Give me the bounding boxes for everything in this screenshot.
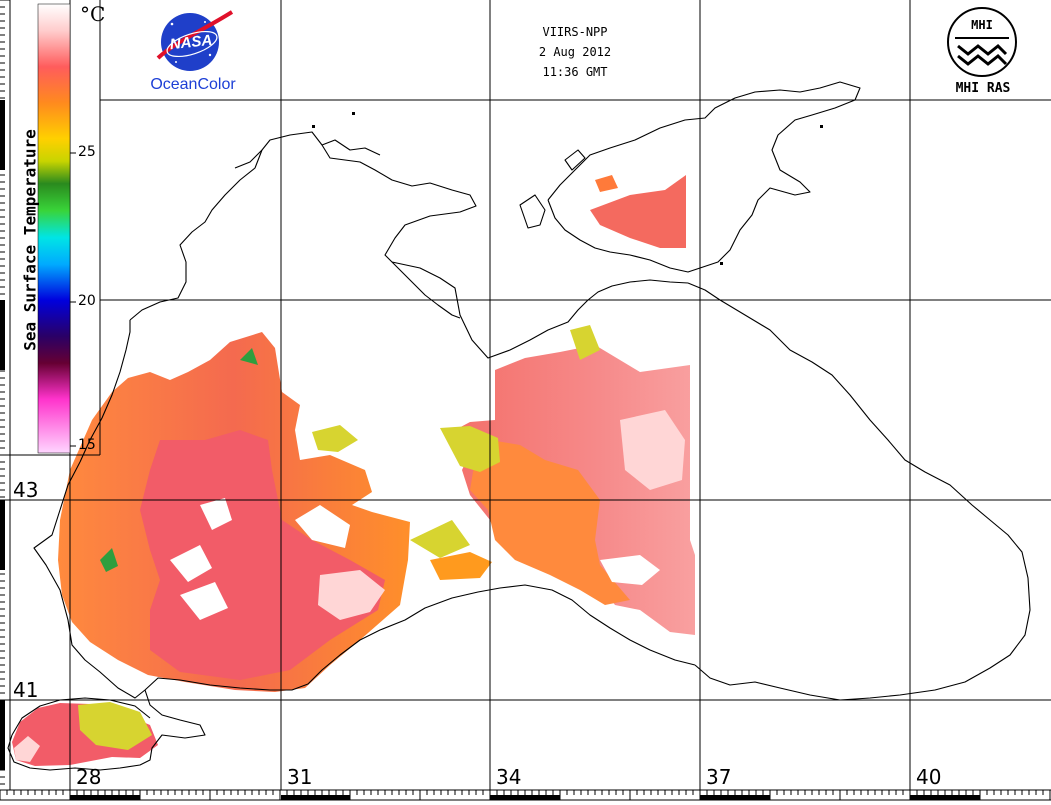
mhi-ras-label: MHI RAS bbox=[955, 81, 1011, 96]
sst-marmara-sea bbox=[12, 702, 158, 766]
sensor-label: VIIRS-NPP bbox=[542, 25, 608, 39]
time-label: 11:36 GMT bbox=[542, 65, 608, 79]
coastline-islands bbox=[312, 112, 823, 265]
colorbar-tick-marks bbox=[70, 152, 76, 447]
colorbar-tick-20: 20 bbox=[78, 293, 96, 309]
latitude-label-43: 43 bbox=[13, 478, 39, 502]
colorbar-tick-15: 15 bbox=[78, 437, 96, 453]
colorbar-unit: °C bbox=[80, 2, 106, 26]
mhi-ras-logo bbox=[947, 7, 1017, 77]
colorbar bbox=[37, 3, 71, 454]
date-label: 2 Aug 2012 bbox=[538, 45, 612, 59]
colorbar-tick-25: 25 bbox=[78, 144, 96, 160]
longitude-label-31: 31 bbox=[287, 765, 313, 789]
latitude-label-41: 41 bbox=[13, 678, 39, 702]
nasa-logo bbox=[156, 10, 234, 71]
mhi-monogram: MHI bbox=[971, 18, 993, 32]
longitude-label-34: 34 bbox=[496, 765, 522, 789]
sst-west-basin bbox=[58, 332, 492, 692]
colorbar-title: Sea Surface Temperature bbox=[20, 129, 40, 351]
oceancolor-label: OceanColor bbox=[150, 76, 236, 93]
longitude-label-40: 40 bbox=[916, 765, 942, 789]
sst-azov-sea bbox=[590, 175, 686, 248]
longitude-label-37: 37 bbox=[706, 765, 732, 789]
sst-east-basin bbox=[440, 325, 695, 635]
longitude-label-28: 28 bbox=[76, 765, 102, 789]
coastline bbox=[7, 81, 1031, 771]
